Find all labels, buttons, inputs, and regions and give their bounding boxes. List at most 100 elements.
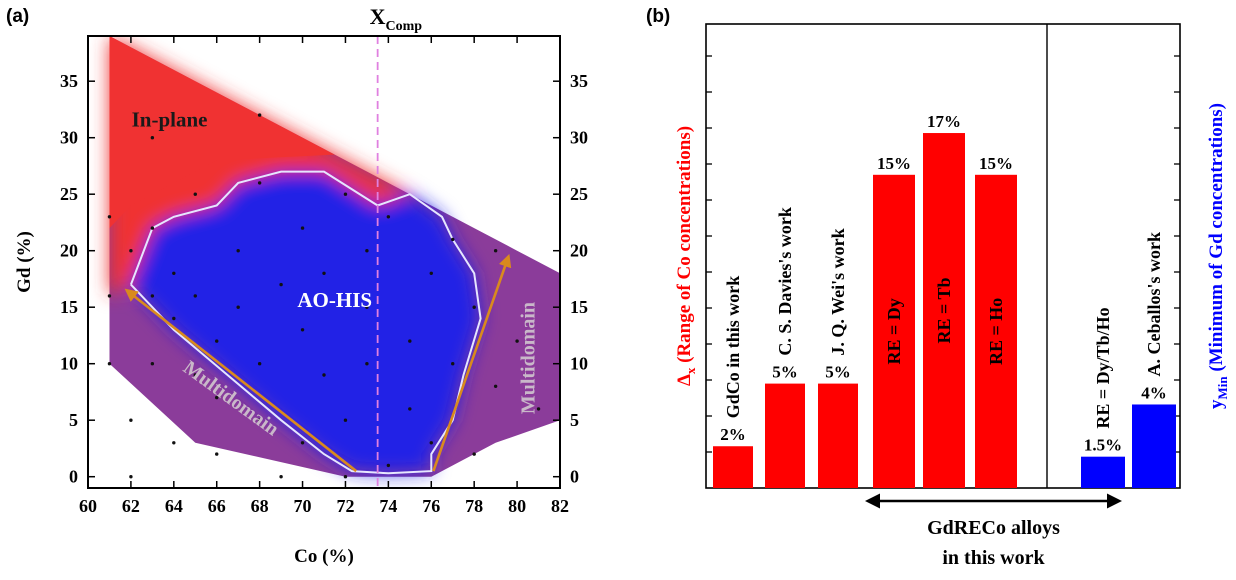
annotation-in-plane: In-plane [132, 107, 208, 131]
ao-his-boundary-curve [129, 170, 482, 475]
sample-point [408, 339, 412, 343]
sample-point [107, 215, 112, 219]
x-tick-label: 60 [79, 496, 97, 516]
bar-category-label: J. Q. Wei's work [828, 228, 848, 355]
sample-point [215, 339, 219, 343]
bar-value-label: 5% [772, 363, 798, 382]
sample-point [193, 192, 197, 196]
y-tick-label: 15 [60, 297, 78, 317]
bar-value-label: 1.5% [1084, 436, 1122, 455]
panel-a: (a) XComp 60 62 64 66 68 70 72 74 76 78 80 82 0 5 10 1… [6, 4, 588, 567]
bar-value-label: 15% [877, 154, 911, 173]
x-tick-label: 76 [422, 496, 440, 516]
sample-point [343, 418, 348, 422]
sample-point [236, 249, 240, 253]
right-tick-label: 0 [570, 467, 579, 487]
bars: 2% GdCo in this work 5% C. S. Davies's work… [713, 112, 1176, 489]
sample-point [300, 441, 305, 445]
bar-value-label: 15% [979, 154, 1013, 173]
bar [1081, 456, 1125, 488]
x-tick-label: 78 [465, 496, 483, 516]
sample-point [172, 271, 176, 275]
sample-point [365, 305, 369, 309]
heatmap-area [107, 36, 560, 479]
sample-point [343, 192, 348, 196]
x-axis-ticks: 60 62 64 66 68 70 72 74 76 78 80 82 [79, 36, 569, 516]
y-axis-ticks: 0 5 10 15 20 25 30 35 [60, 71, 95, 487]
right-tick-label: 35 [570, 71, 588, 91]
bar [818, 383, 858, 488]
sample-point [493, 249, 498, 253]
sample-point [429, 271, 433, 275]
sample-point [429, 441, 433, 445]
map-region-ao-his [130, 171, 481, 474]
sample-point [150, 362, 155, 366]
bar-category-label: C. S. Davies's work [775, 207, 795, 356]
y-tick-label: 30 [60, 128, 78, 148]
sample-point [150, 226, 155, 230]
sample-point [236, 305, 240, 309]
left-axis-label: Δx (Range of Co concentrations) [674, 126, 698, 386]
sample-point [193, 373, 197, 377]
bar-value-label: 2% [720, 425, 746, 444]
bar-value-label: 17% [927, 112, 961, 131]
annotation-ao-his: AO-HIS [297, 288, 372, 312]
bar-category-label: RE = Dy [884, 298, 904, 364]
sample-point [386, 215, 391, 219]
y-tick-label: 20 [60, 241, 78, 261]
x-tick-label: 64 [165, 496, 183, 516]
annotation-multidomain-right: Multidomain [517, 302, 539, 414]
y-tick-label: 0 [69, 467, 78, 487]
sample-point [150, 294, 155, 298]
right-axis-ticks [1174, 55, 1180, 453]
sample-point [472, 305, 476, 309]
sample-points [107, 113, 541, 479]
sample-point [172, 441, 176, 445]
sample-point [365, 362, 369, 366]
sample-point [129, 249, 133, 253]
sample-point [107, 362, 112, 366]
right-tick-label: 30 [570, 128, 588, 148]
sample-point [322, 271, 326, 275]
y-axis-label: Gd (%) [14, 231, 35, 293]
sample-point [279, 282, 283, 287]
sample-point [451, 237, 455, 242]
sample-point [107, 294, 112, 298]
x-tick-label: 82 [551, 496, 569, 516]
sample-point [279, 475, 283, 479]
right-tick-label: 20 [570, 241, 588, 261]
trend-arrow [124, 288, 357, 473]
sample-point [129, 475, 133, 479]
right-axis-ticks: 0 5 10 15 20 25 30 35 [553, 71, 588, 487]
bar [765, 383, 805, 488]
sample-point [300, 328, 305, 332]
right-tick-label: 25 [570, 184, 588, 204]
bar-category-label: RE = Dy/Tb/Ho [1093, 307, 1113, 428]
trend-arrow [432, 253, 512, 472]
xcomp-label: XComp [370, 4, 423, 34]
sample-point [150, 136, 155, 140]
y-tick-label: 25 [60, 184, 78, 204]
bracket-label-line1: GdRECo alloys [927, 517, 1060, 539]
bar-category-label: RE = Ho [986, 298, 1006, 365]
sample-point [365, 249, 369, 253]
sample-point [386, 463, 391, 468]
sample-point [172, 316, 176, 321]
bar [923, 133, 965, 489]
sample-point [215, 395, 219, 400]
sample-point [193, 294, 197, 298]
sample-point [322, 373, 326, 377]
bar [873, 174, 915, 489]
right-axis-label: yMin (Minimum of Gd concentrations) [1206, 103, 1230, 409]
x-tick-label: 66 [208, 496, 226, 516]
sample-point [215, 452, 219, 456]
x-tick-label: 74 [379, 496, 397, 516]
sample-point [343, 475, 348, 479]
x-tick-label: 72 [336, 496, 354, 516]
left-axis-ticks [706, 55, 712, 453]
panel-a-frame [87, 35, 561, 489]
sample-point [408, 407, 412, 411]
sample-point [300, 226, 305, 230]
sample-point [129, 418, 133, 422]
